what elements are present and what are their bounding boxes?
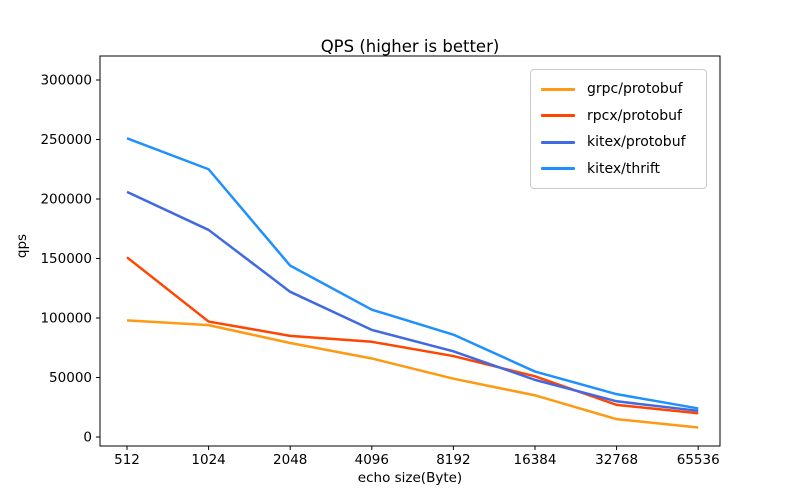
x-tick-label: 2048 <box>273 452 307 468</box>
legend-swatch-icon <box>541 167 575 171</box>
series-line-kitex-thrift <box>126 137 699 410</box>
x-tick-label: 8192 <box>436 452 470 468</box>
series-line-rpcx-protobuf <box>126 256 699 415</box>
legend-label: grpc/protobuf <box>587 81 683 98</box>
x-tick-label: 1024 <box>191 452 225 468</box>
legend-label: kitex/thrift <box>587 160 661 177</box>
x-tick-label: 512 <box>114 452 140 468</box>
axes-spines <box>99 55 721 447</box>
y-tick-label: 200000 <box>40 192 92 208</box>
x-tick-label: 4096 <box>355 452 389 468</box>
series-line-grpc-protobuf <box>126 319 699 429</box>
legend-item-grpc-protobuf: grpc/protobuf <box>541 76 696 103</box>
legend: grpc/protobuf rpcx/protobuf kitex/protobuf… <box>530 69 707 189</box>
x-tick-label: 65536 <box>677 452 720 468</box>
legend-swatch-icon <box>541 140 575 144</box>
y-tick-label: 150000 <box>40 251 92 267</box>
y-axis-label: qps <box>14 233 30 259</box>
legend-item-kitex-protobuf: kitex/protobuf <box>541 129 696 156</box>
y-tick-label: 100000 <box>40 311 92 327</box>
y-tick-label: 0 <box>83 430 92 446</box>
legend-item-rpcx-protobuf: rpcx/protobuf <box>541 103 696 130</box>
legend-label: rpcx/protobuf <box>587 107 682 124</box>
y-tick-label: 50000 <box>49 370 92 386</box>
legend-item-kitex-thrift: kitex/thrift <box>541 156 696 183</box>
series-line-kitex-protobuf <box>126 190 699 413</box>
chart-title: QPS (higher is better) <box>320 37 500 56</box>
legend-swatch-icon <box>541 114 575 118</box>
x-axis-label: echo size(Byte) <box>357 470 463 486</box>
legend-label: kitex/protobuf <box>587 134 686 151</box>
x-tick-label: 32768 <box>595 452 638 468</box>
y-tick-label: 300000 <box>40 73 92 89</box>
legend-swatch-icon <box>541 87 575 91</box>
x-tick-label: 16384 <box>514 452 557 468</box>
y-tick-label: 250000 <box>40 132 92 148</box>
